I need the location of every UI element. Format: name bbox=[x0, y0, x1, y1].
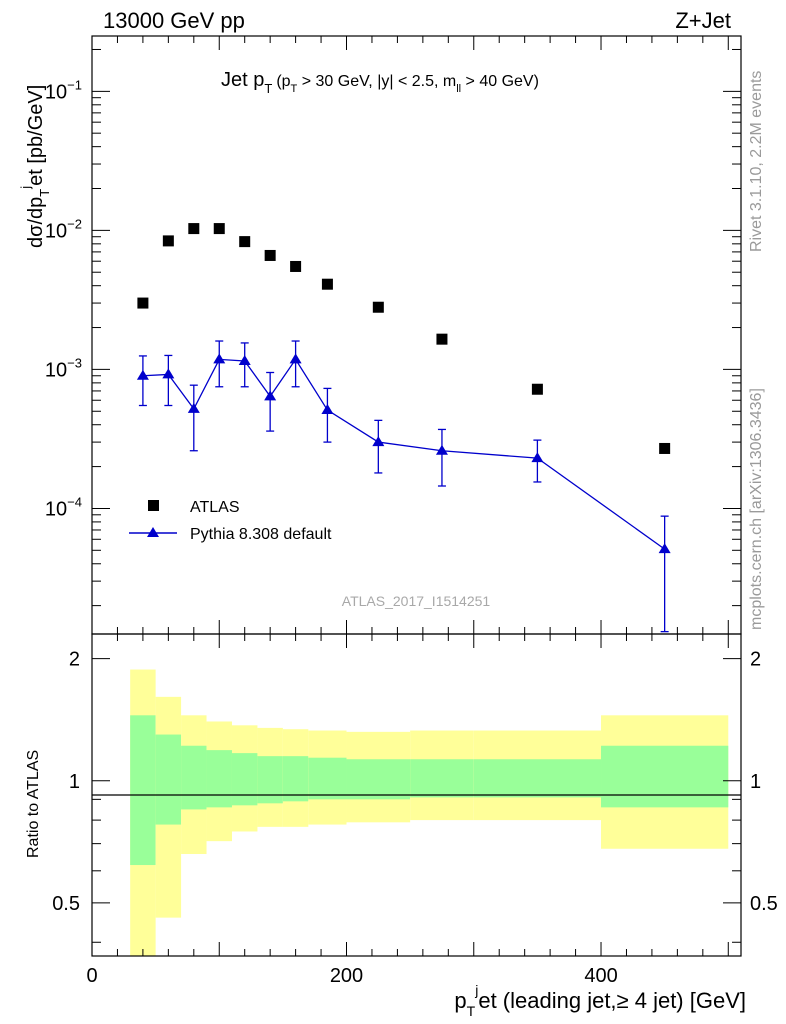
pythia-marker bbox=[187, 402, 200, 413]
ratio-y-tick-label-right: 2 bbox=[750, 649, 761, 671]
main-y-tick-label-base: 10 bbox=[45, 81, 67, 103]
x-tick-label: 200 bbox=[330, 965, 363, 987]
ratio-inner-band bbox=[181, 745, 207, 810]
main-y-tick-label-base: 10 bbox=[45, 498, 67, 520]
pythia-marker bbox=[213, 353, 226, 364]
pythia-marker bbox=[136, 369, 149, 380]
main-y-tick-label: 10−2 bbox=[45, 216, 82, 242]
ratio-y-axis-label: Ratio to ATLAS bbox=[25, 750, 42, 858]
ratio-axis-ticks: 2 2 1 1 0.5 0.5 bbox=[52, 649, 778, 943]
plot-title-cond-b: > 30 GeV, |y| < 2.5, m bbox=[297, 73, 456, 90]
main-y-axis-label-sub: T bbox=[37, 189, 52, 197]
main-y-tick-label-exp: −1 bbox=[67, 77, 82, 92]
header-left: 13000 GeV pp bbox=[103, 8, 245, 33]
atlas-marker bbox=[290, 260, 302, 272]
x-tick-label: 0 bbox=[86, 965, 97, 987]
pythia-marker bbox=[435, 444, 448, 455]
main-y-axis-label-sup: j bbox=[18, 186, 33, 190]
pythia-marker bbox=[321, 404, 334, 415]
pythia-marker bbox=[264, 390, 277, 401]
plot-title-main: Jet p bbox=[221, 69, 264, 91]
ratio-inner-band bbox=[130, 715, 156, 866]
legend-marker-pythia bbox=[147, 527, 159, 537]
plot-title-cond-a-sub: T bbox=[291, 83, 298, 95]
ratio-inner-band bbox=[257, 756, 283, 804]
ratio-inner-band bbox=[346, 759, 411, 800]
atlas-marker bbox=[321, 278, 333, 290]
atlas-marker bbox=[659, 442, 671, 454]
ratio-y-tick-label-left: 1 bbox=[69, 771, 80, 793]
ratio-y-tick-label-left: 2 bbox=[69, 649, 80, 671]
pythia-marker bbox=[289, 353, 302, 364]
atlas-marker bbox=[162, 235, 174, 247]
pythia-series bbox=[136, 340, 671, 633]
ratio-y-tick-label-left: 0.5 bbox=[52, 893, 80, 915]
main-y-tick-label-exp: −4 bbox=[67, 494, 82, 509]
x-axis-label: pTjet (leading jet,≥ 4 jet) [GeV] bbox=[454, 982, 746, 1019]
main-y-axis-label-b: et [pb/GeV] bbox=[25, 85, 47, 186]
ratio-inner-band bbox=[155, 734, 182, 825]
legend-label-pythia: Pythia 8.308 default bbox=[190, 526, 332, 543]
legend-label-atlas: ATLAS bbox=[190, 499, 240, 516]
rivet-note: Rivet 3.1.10, 2.2M events bbox=[748, 71, 765, 252]
main-y-tick-label-exp: −3 bbox=[67, 355, 82, 370]
main-y-tick-label-base: 10 bbox=[45, 220, 67, 242]
pythia-line bbox=[142, 358, 666, 550]
main-y-axis-label: dσ/dpTjet [pb/GeV] bbox=[18, 85, 52, 248]
x-tick-label: 400 bbox=[584, 965, 617, 987]
main-y-axis-label-a: dσ/dp bbox=[25, 197, 47, 248]
x-axis-label-b: et (leading jet,≥ 4 jet) [GeV] bbox=[478, 988, 746, 1013]
mcplots-note: mcplots.cern.ch [arXiv:1306.3436] bbox=[748, 388, 765, 630]
main-panel-frame bbox=[91, 35, 742, 635]
plot-title-cond-b-sub: ll bbox=[456, 83, 461, 95]
legend-marker-atlas bbox=[148, 500, 159, 511]
main-y-tick-label: 10−3 bbox=[45, 355, 82, 381]
x-axis-label-sub: T bbox=[467, 1003, 476, 1019]
ratio-inner-band bbox=[601, 745, 729, 808]
ratio-inner-band bbox=[410, 759, 474, 798]
ratio-inner-band bbox=[206, 750, 232, 808]
header-right: Z+Jet bbox=[675, 8, 731, 33]
ratio-y-tick-label-right: 0.5 bbox=[750, 893, 778, 915]
main-axis-ticks: 10−110−210−310−4 bbox=[45, 48, 741, 607]
ratio-inner-band bbox=[308, 757, 347, 800]
atlas-marker bbox=[531, 383, 543, 395]
atlas-marker bbox=[372, 301, 384, 313]
ratio-panel-frame bbox=[91, 633, 742, 957]
plot-title: Jet pT (pT > 30 GeV, |y| < 2.5, mll > 40 … bbox=[221, 69, 539, 96]
atlas-marker bbox=[213, 223, 225, 235]
atlas-marker bbox=[436, 333, 448, 345]
x-axis-label-a: p bbox=[454, 988, 466, 1013]
atlas-marker bbox=[264, 249, 276, 261]
plot-title-cond-a: (p bbox=[276, 73, 290, 90]
pythia-marker bbox=[162, 368, 175, 379]
plot-title-main-sub: T bbox=[264, 81, 272, 96]
legend: ATLAS Pythia 8.308 default bbox=[129, 499, 332, 543]
atlas-series bbox=[137, 223, 671, 454]
pythia-marker bbox=[372, 436, 385, 447]
ratio-y-tick-label-right: 1 bbox=[750, 771, 761, 793]
pythia-marker bbox=[658, 543, 671, 554]
atlas-marker bbox=[188, 223, 200, 235]
ratio-bands bbox=[130, 669, 729, 956]
ratio-inner-band bbox=[231, 753, 258, 806]
main-y-tick-label-base: 10 bbox=[45, 359, 67, 381]
pythia-marker bbox=[531, 452, 544, 463]
ratio-inner-band bbox=[282, 756, 309, 802]
plot-title-cond-c: > 40 GeV) bbox=[461, 73, 539, 90]
x-axis-label-sup: j bbox=[474, 982, 478, 998]
analysis-watermark: ATLAS_2017_I1514251 bbox=[342, 593, 491, 609]
ratio-inner-band bbox=[473, 759, 602, 798]
main-y-tick-label: 10−4 bbox=[45, 494, 82, 520]
atlas-marker bbox=[137, 297, 149, 309]
main-y-tick-label: 10−1 bbox=[45, 77, 82, 103]
main-y-tick-label-exp: −2 bbox=[67, 216, 82, 231]
atlas-marker bbox=[239, 236, 251, 248]
pythia-marker bbox=[238, 354, 251, 365]
